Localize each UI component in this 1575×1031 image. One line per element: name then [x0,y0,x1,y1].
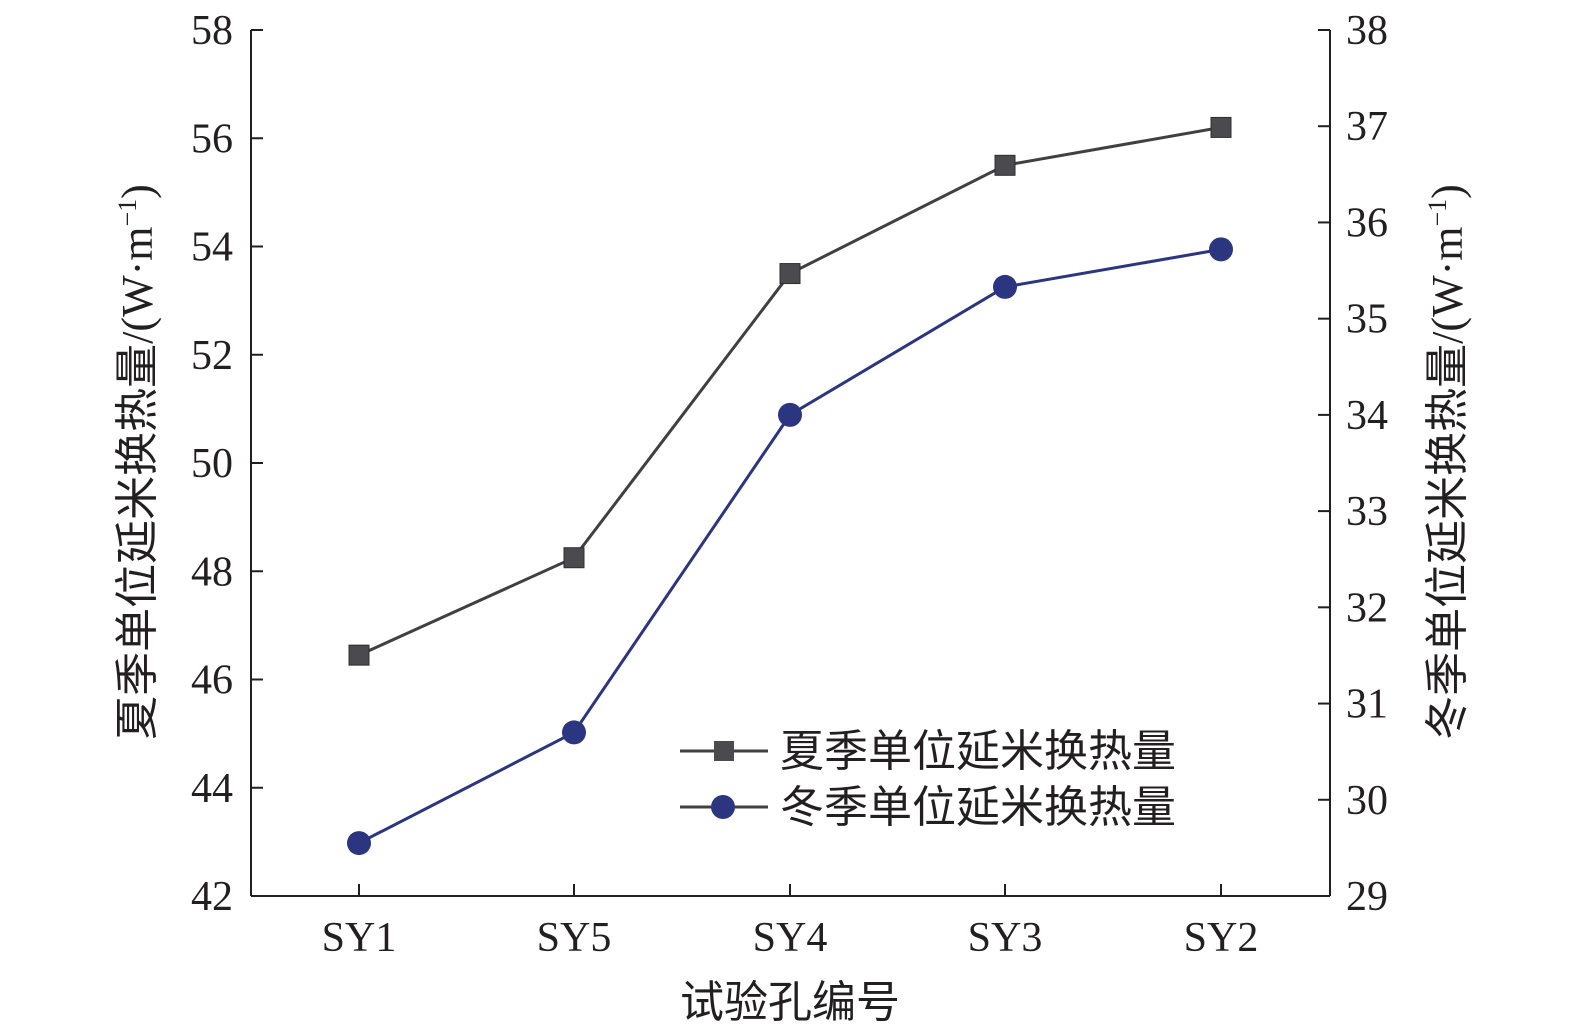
y-right-tick-label: 38 [1346,8,1388,54]
x-tick-label: SY2 [1184,915,1259,961]
x-tick-label: SY4 [753,915,828,961]
y-axis-left-title-close: ) [113,184,162,199]
y-left-tick-label: 56 [191,116,233,162]
y-axis-left-title-unit-exponent: −1 [113,199,142,227]
y-right-tick-label: 30 [1346,778,1388,824]
y-right-tick-label: 34 [1346,393,1388,439]
summer-point-square [779,263,801,285]
y-left-tick-label: 58 [191,8,233,54]
x-tick-label: SY1 [322,915,397,961]
y-left-tick-label: 42 [191,874,233,920]
y-axis-right-title: 冬季单位延米换热量/(W·m−1) [1423,184,1472,740]
winter-point-circle [778,402,802,427]
x-tick-label: SY5 [537,915,612,961]
winter-point-circle [562,720,586,745]
y-axis-right-title-close: ) [1423,184,1472,199]
y-axis-left-title-text: 夏季单位延米换热量/(W·m [113,227,162,740]
summer-point-square [1210,116,1232,138]
legend-summer-label: 夏季单位延米换热量 [780,727,1176,776]
winter-point-circle [993,274,1017,299]
y-right-tick-label: 35 [1346,297,1388,343]
series-layer [347,116,1233,856]
y-right-tick-label: 36 [1346,200,1388,246]
summer-point-square [348,644,370,666]
x-axis-title: 试验孔编号 [680,978,900,1027]
y-axis-right-title-text: 冬季单位延米换热量/(W·m [1423,227,1472,740]
axes: 42 44 46 48 50 52 54 56 58 29 30 31 32 33 34 35 36 37 38 SY… [191,8,1388,961]
y-right-tick-label: 29 [1346,874,1388,920]
y-left-tick-label: 52 [191,333,233,379]
legend-winter-circle-icon [711,795,735,819]
y-right-tick-label: 37 [1346,104,1388,150]
y-axis-left-title: 夏季单位延米换热量/(W·m−1) [113,184,162,740]
y-right-tick-label: 32 [1346,585,1388,631]
y-right-tick-label: 31 [1346,682,1388,728]
summer-point-square [994,154,1016,176]
y-right-tick-label: 33 [1346,489,1388,535]
y-left-tick-label: 46 [191,658,233,704]
winter-point-circle [1209,237,1233,262]
y-axis-right-title-unit-exponent: −1 [1423,199,1452,227]
winter-point-circle [347,831,371,856]
series-summer-line [358,125,1222,657]
legend-winter-label: 冬季单位延米换热量 [780,783,1176,832]
summer-point-square [563,547,585,569]
y-left-tick-label: 54 [191,225,233,271]
y-left-tick-label: 48 [191,549,233,595]
y-left-tick-label: 44 [191,766,233,812]
x-tick-label: SY3 [968,915,1043,961]
y-left-tick-label: 50 [191,441,233,487]
legend-summer-square-icon [714,741,734,761]
